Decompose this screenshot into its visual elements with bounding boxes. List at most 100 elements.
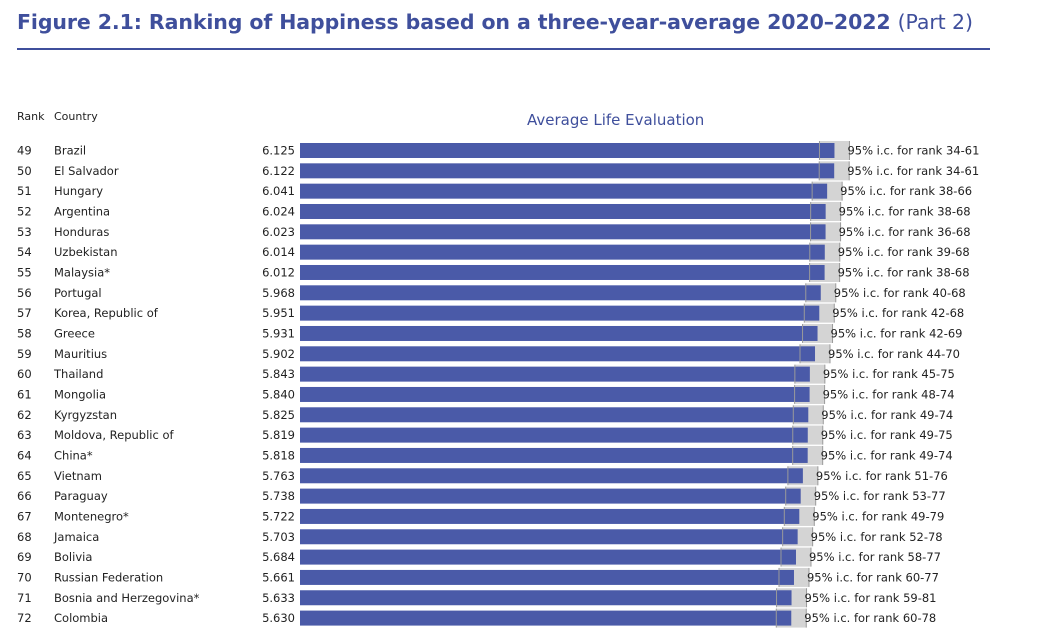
title-divider (17, 48, 990, 50)
rank-label: 71 (17, 591, 32, 605)
value-bar (300, 224, 826, 240)
value-label: 5.819 (262, 428, 295, 442)
value-label: 5.738 (262, 489, 295, 503)
value-label: 5.931 (262, 326, 295, 340)
value-label: 6.014 (262, 245, 295, 259)
rank-ci-label: 95% i.c. for rank 51-76 (816, 469, 948, 483)
value-bar (300, 508, 800, 524)
value-label: 6.122 (262, 164, 295, 178)
value-bar (300, 447, 808, 463)
value-label: 6.024 (262, 204, 295, 218)
country-label: Greece (54, 326, 95, 340)
rank-label: 58 (17, 326, 32, 340)
country-label: Moldova, Republic of (54, 428, 174, 442)
value-bar (300, 163, 835, 179)
value-bar (300, 468, 803, 484)
rank-label: 68 (17, 530, 32, 544)
rank-label: 72 (17, 611, 32, 625)
value-label: 5.951 (262, 306, 295, 320)
rank-label: 64 (17, 448, 32, 462)
country-label: Portugal (54, 286, 102, 300)
country-label: Korea, Republic of (54, 306, 159, 320)
rank-label: 60 (17, 367, 32, 381)
value-label: 5.684 (262, 550, 295, 564)
value-bar (300, 346, 816, 362)
value-bar (300, 244, 825, 260)
rank-ci-label: 95% i.c. for rank 39-68 (838, 245, 970, 259)
value-bar (300, 366, 810, 382)
country-label: Mauritius (54, 347, 107, 361)
rank-ci-label: 95% i.c. for rank 45-75 (823, 367, 955, 381)
rank-ci-label: 95% i.c. for rank 60-78 (804, 611, 936, 625)
country-label: Honduras (54, 225, 109, 239)
country-label: Vietnam (54, 469, 102, 483)
value-label: 5.840 (262, 387, 295, 401)
value-label: 5.703 (262, 530, 295, 544)
figure-title-main: Figure 2.1: Ranking of Happiness based o… (17, 10, 891, 34)
value-bar (300, 590, 792, 606)
rank-ci-label: 95% i.c. for rank 38-68 (838, 265, 970, 279)
country-label: Kyrgyzstan (54, 408, 117, 422)
rank-ci-label: 95% i.c. for rank 36-68 (839, 225, 971, 239)
value-bar (300, 488, 801, 504)
rank-ci-label: 95% i.c. for rank 53-77 (814, 489, 946, 503)
country-label: Bosnia and Herzegovina* (54, 591, 200, 605)
value-bar (300, 407, 809, 423)
country-label: Thailand (53, 367, 103, 381)
rank-label: 70 (17, 570, 32, 584)
country-label: Colombia (54, 611, 108, 625)
rank-label: 67 (17, 509, 32, 523)
country-label: El Salvador (54, 164, 119, 178)
rank-label: 66 (17, 489, 32, 503)
rank-ci-label: 95% i.c. for rank 49-79 (812, 509, 944, 523)
value-label: 5.902 (262, 347, 295, 361)
rank-ci-label: 95% i.c. for rank 44-70 (828, 347, 960, 361)
value-label: 6.012 (262, 265, 295, 279)
country-label: Paraguay (54, 489, 108, 503)
value-label: 6.125 (262, 144, 295, 158)
country-label: Jamaica (53, 530, 99, 544)
country-label: China* (54, 448, 93, 462)
chart-title: Average Life Evaluation (527, 111, 705, 129)
rank-label: 61 (17, 387, 32, 401)
value-label: 6.023 (262, 225, 295, 239)
rank-label: 52 (17, 204, 32, 218)
country-label: Bolivia (54, 550, 92, 564)
figure-title-part: (Part 2) (897, 10, 973, 34)
value-label: 5.818 (262, 448, 295, 462)
rank-label: 69 (17, 550, 32, 564)
country-label: Brazil (54, 144, 86, 158)
country-label: Malaysia* (54, 265, 110, 279)
rank-column-header: Rank (17, 110, 45, 123)
value-bar (300, 203, 826, 219)
value-bar (300, 427, 808, 443)
rank-ci-label: 95% i.c. for rank 42-68 (832, 306, 964, 320)
country-column-header: Country (54, 110, 98, 123)
rank-label: 49 (17, 144, 32, 158)
value-label: 5.661 (262, 570, 295, 584)
rank-label: 59 (17, 347, 32, 361)
rank-ci-label: 95% i.c. for rank 49-74 (821, 408, 953, 422)
rank-ci-label: 95% i.c. for rank 48-74 (823, 387, 955, 401)
rank-label: 53 (17, 225, 32, 239)
rank-ci-label: 95% i.c. for rank 38-68 (839, 204, 971, 218)
figure-title: Figure 2.1: Ranking of Happiness based o… (17, 10, 990, 34)
country-label: Montenegro* (54, 509, 129, 523)
rank-label: 65 (17, 469, 32, 483)
value-label: 5.633 (262, 591, 295, 605)
country-label: Hungary (54, 184, 103, 198)
rank-label: 56 (17, 286, 32, 300)
value-bar (300, 285, 821, 301)
country-label: Mongolia (54, 387, 106, 401)
rank-ci-label: 95% i.c. for rank 49-74 (821, 448, 953, 462)
rank-label: 55 (17, 265, 32, 279)
rank-label: 54 (17, 245, 32, 259)
value-label: 5.722 (262, 509, 295, 523)
rank-ci-label: 95% i.c. for rank 52-78 (811, 530, 943, 544)
value-bar (300, 569, 794, 585)
rank-ci-label: 95% i.c. for rank 34-61 (847, 144, 979, 158)
country-label: Russian Federation (54, 570, 163, 584)
rank-ci-label: 95% i.c. for rank 49-75 (821, 428, 953, 442)
value-bar (300, 529, 798, 545)
